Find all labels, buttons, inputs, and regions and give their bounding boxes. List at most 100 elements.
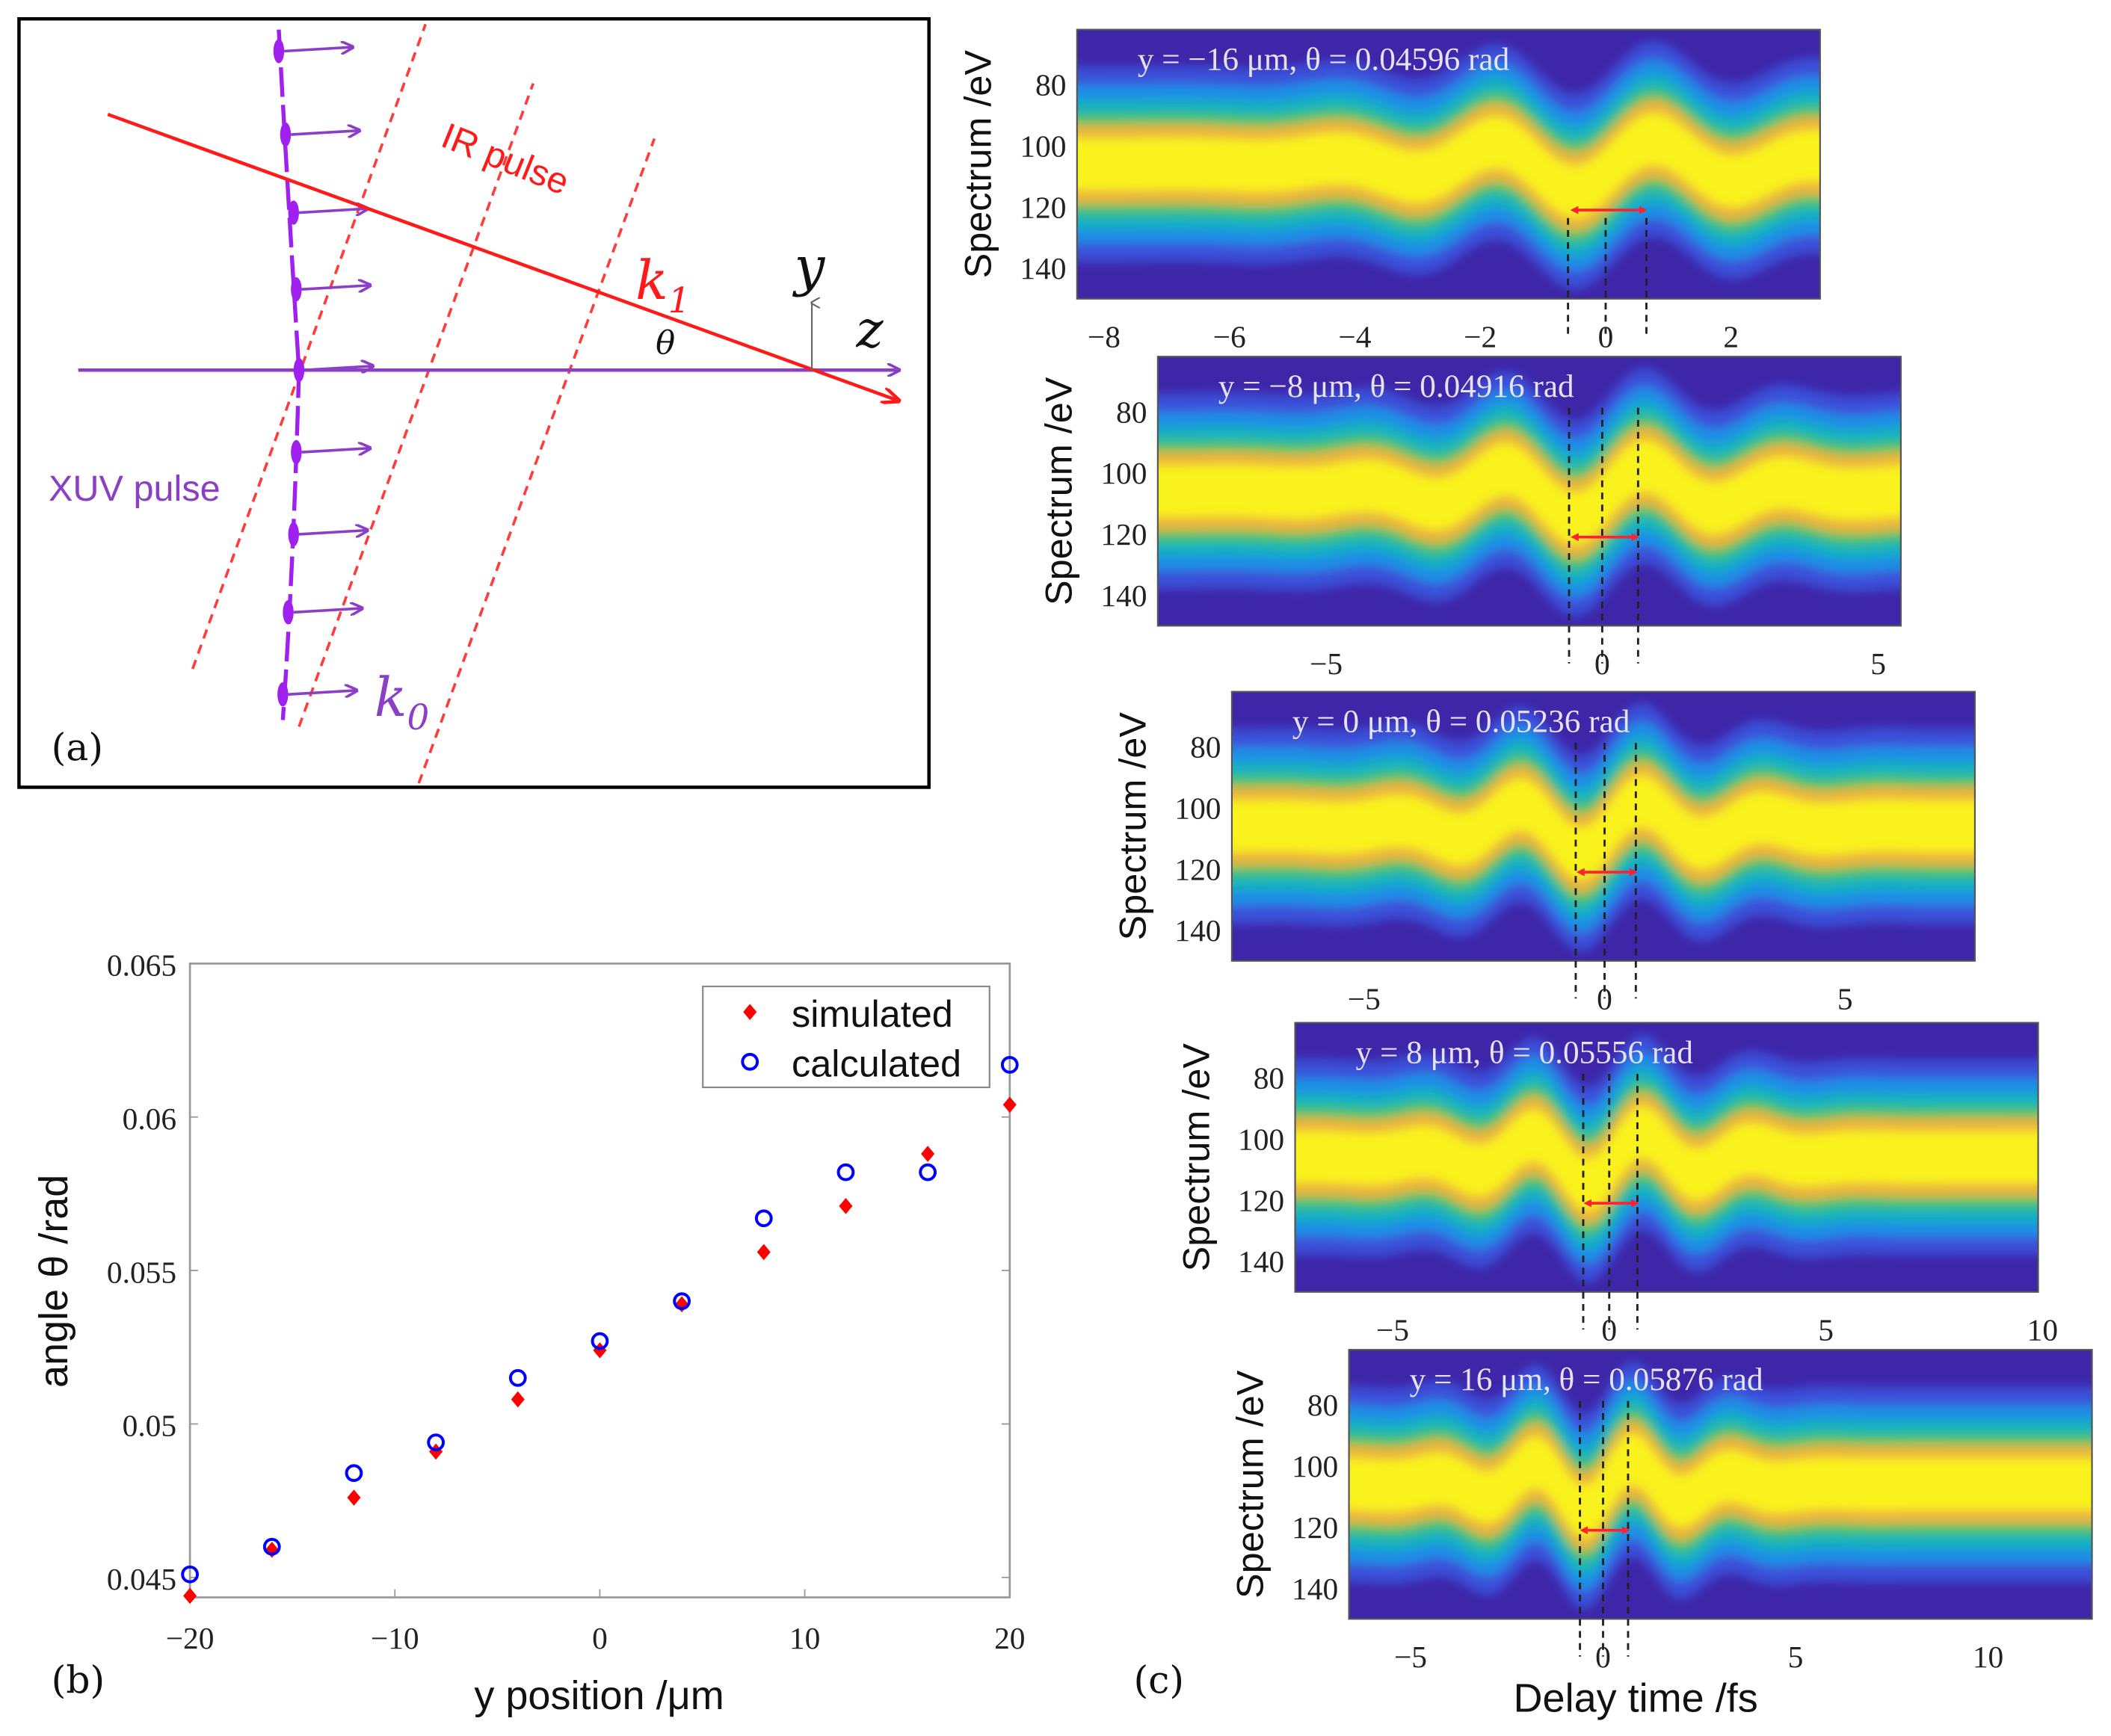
x-tick-label: 5 (1818, 1313, 1834, 1347)
x-tick-label: 5 (1788, 1640, 1804, 1674)
x-tick-label: −2 (1464, 320, 1497, 354)
y-tick-label: 100 (1100, 456, 1147, 490)
panel-c-spectrograms: y = −16 μm, θ = 0.04596 rad −8 −6 −4 −2 0 2 80 1… (957, 28, 2093, 1674)
plot-frame (1076, 28, 1821, 300)
point-simulated (511, 1391, 525, 1408)
y-axis-label: angle θ /rad (31, 1175, 76, 1388)
point-calculated (345, 1464, 363, 1483)
y-tick-label: 120 (1292, 1510, 1338, 1545)
point-calculated (181, 1565, 199, 1584)
k0-label: k0 (375, 666, 429, 738)
y-tick-label: 100 (1292, 1449, 1338, 1483)
legend-marker-calculated (741, 1052, 759, 1071)
heatmap-band (1157, 368, 1901, 617)
k0-arrow (304, 366, 373, 370)
x-tick-label: −5 (1310, 646, 1343, 681)
k0-letter: k (375, 666, 407, 729)
ir-wavefronts (191, 23, 656, 784)
xuv-k0-arrows (273, 39, 373, 707)
spectrogram-title: y = −8 μm, θ = 0.04916 rad (1218, 368, 1574, 404)
y-tick-label: 0.065 (107, 948, 176, 983)
panel-a-label: (a) (52, 725, 103, 769)
x-tick-label: −4 (1338, 320, 1371, 354)
y-tick-label: 120 (1174, 852, 1221, 886)
x-tick-label: −5 (1348, 982, 1381, 1016)
y-tick-label: 120 (1100, 517, 1147, 552)
k0-arrow (301, 448, 371, 452)
k0-arrow (298, 208, 368, 212)
legend-box (702, 985, 990, 1089)
spectrogram-panel: y = −8 μm, θ = 0.04916 rad −5 0 5 80 100 120 14… (1038, 356, 1902, 681)
spectrogram-panel: y = 0 μm, θ = 0.05236 rad −5 0 5 80 100 120 140… (1112, 691, 1976, 1016)
point-calculated (754, 1209, 773, 1228)
x-tick-label: 0 (1598, 320, 1614, 354)
point-simulated (756, 1244, 771, 1261)
y-tick-label: 0.06 (123, 1102, 176, 1136)
xuv-pulse-dot (280, 122, 292, 147)
plot-frame (1348, 1349, 2093, 1620)
x-tick-label: 0 (1594, 646, 1610, 681)
point-calculated (262, 1537, 281, 1556)
intensity-contour (1349, 1433, 2092, 1538)
ir-k1-vector (107, 112, 899, 401)
k0-arrow (284, 47, 353, 51)
y-axis-label: y (792, 235, 826, 298)
legend-label-calculated: calculated (792, 1042, 961, 1085)
legend-label-simulated: simulated (792, 992, 953, 1035)
data-points (181, 1056, 1019, 1604)
x-tick-label: 10 (2027, 1313, 2058, 1347)
heatmap-band (1295, 1034, 2038, 1283)
k0-arrow (291, 131, 360, 135)
y-tick-label: 140 (1292, 1572, 1338, 1606)
xuv-pulse-dot (288, 522, 299, 547)
k0-subscript: 0 (407, 698, 429, 738)
y-tick-label: 140 (1174, 913, 1221, 948)
y-tick-label: 100 (1020, 129, 1066, 164)
panel-b-label: (b) (52, 1658, 105, 1702)
panel-a-schematic: IR pulse XUV pulse k1 k0 y z θ (a) (17, 16, 931, 789)
axis-ticks: −20 −10 0 10 20 0.045 0.05 0.055 0.06 0.065 (107, 948, 1026, 1655)
x-tick-label: −5 (1394, 1640, 1427, 1674)
y-axis-label: Spectrum /eV (1112, 712, 1154, 941)
y-tick-label: 80 (1116, 395, 1147, 429)
xuv-pulse-dot (288, 200, 299, 225)
x-tick-label: −20 (166, 1621, 215, 1655)
x-tick-label: 2 (1723, 320, 1739, 354)
y-tick-label: 120 (1238, 1183, 1284, 1217)
x-tick-label: 0 (592, 1621, 608, 1655)
point-calculated (591, 1332, 609, 1350)
xuv-pulse-dot (291, 439, 302, 465)
spectrogram-panel: y = 16 μm, θ = 0.05876 rad −5 0 5 10 80 100 120… (1228, 1349, 2093, 1674)
heatmap-band (1231, 703, 1975, 952)
ir-wavefront-line (417, 138, 656, 784)
heatmap-band (1076, 41, 1820, 290)
x-tick-label: 0 (1601, 1313, 1617, 1347)
xuv-pulse-label: XUV pulse (49, 469, 221, 509)
point-calculated (427, 1433, 445, 1451)
point-calculated (673, 1292, 691, 1311)
y-axis-label: Spectrum /eV (957, 50, 999, 279)
xuv-pulse-dot (283, 600, 294, 625)
panel-c-x-axis-label: Delay time /fs (1514, 1676, 1758, 1721)
point-calculated (508, 1368, 527, 1387)
xuv-pulse-dot (277, 682, 289, 707)
y-axis-label: Spectrum /eV (1038, 377, 1080, 605)
y-tick-label: 80 (1254, 1061, 1284, 1096)
x-tick-label: 10 (789, 1621, 820, 1655)
x-tick-label: 0 (1597, 982, 1612, 1016)
plot-frame (1294, 1022, 2039, 1293)
panel-a-frame (17, 16, 931, 789)
point-simulated (347, 1489, 361, 1506)
xuv-pulse-dot (293, 358, 305, 383)
x-tick-label: −5 (1376, 1313, 1409, 1347)
point-calculated (1000, 1056, 1019, 1074)
x-tick-label: 5 (1870, 646, 1886, 681)
spectrogram-panel: y = −16 μm, θ = 0.04596 rad −8 −6 −4 −2 0 2 80 1… (957, 28, 1821, 354)
y-tick-label: 120 (1020, 190, 1066, 224)
x-tick-label: 5 (1837, 982, 1853, 1016)
intensity-contour (1076, 113, 1820, 218)
y-tick-label: 80 (1035, 68, 1066, 102)
theta-label: θ (656, 325, 675, 362)
y-tick-label: 80 (1307, 1388, 1338, 1422)
point-simulated (1002, 1096, 1017, 1113)
